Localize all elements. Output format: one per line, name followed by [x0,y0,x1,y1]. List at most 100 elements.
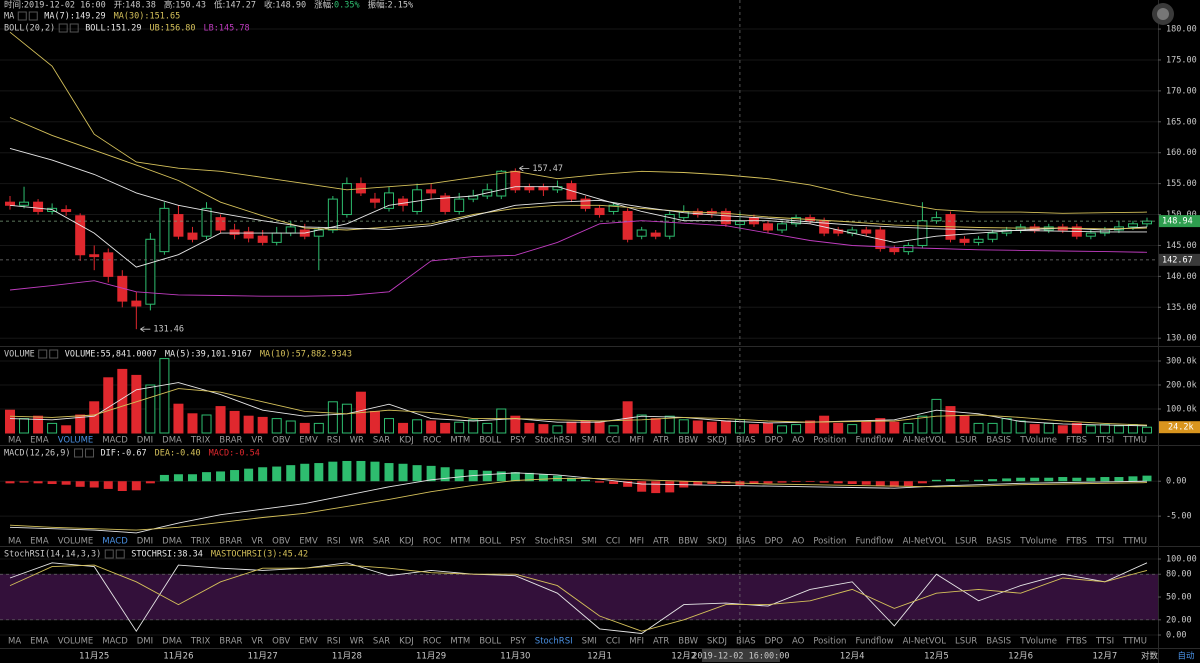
indicator-tab[interactable]: FTBS [1066,637,1087,647]
indicator-tab[interactable]: MA [8,436,21,446]
indicator-tab[interactable]: MTM [450,537,470,547]
indicator-tab[interactable]: OBV [272,537,290,547]
indicator-tab[interactable]: ATR [653,436,669,446]
indicator-tab[interactable]: Fundflow [855,537,893,547]
indicator-tab[interactable]: Fundflow [855,436,893,446]
indicator-tab[interactable]: CCI [606,637,620,647]
indicator-tab[interactable]: VR [251,537,263,547]
indicator-tab[interactable]: WR [350,436,364,446]
indicator-tab[interactable]: SKDJ [707,537,727,547]
indicator-tab[interactable]: AI-NetVOL [903,637,947,647]
indicator-tab[interactable]: BRAR [219,637,242,647]
legend-button[interactable] [104,549,114,559]
indicator-tab[interactable]: BIAS [736,537,756,547]
indicator-tab[interactable]: TTMU [1122,436,1147,446]
indicator-tab[interactable]: BOLL [479,436,501,446]
indicator-tab[interactable]: VOLUME [58,537,94,547]
legend-button[interactable] [74,448,84,458]
indicator-tab[interactable]: TVolume [1019,436,1057,446]
indicator-tab[interactable]: KDJ [399,436,414,446]
indicator-tab[interactable]: TTMU [1122,537,1147,547]
indicator-tab[interactable]: Position [813,537,846,547]
indicator-tab[interactable]: SAR [373,537,390,547]
legend-button[interactable] [17,11,27,21]
indicator-tab[interactable]: EMA [30,436,49,446]
indicator-tab[interactable]: DMI [137,637,153,647]
indicator-tab[interactable]: EMV [299,637,318,647]
legend-button[interactable] [69,23,79,33]
indicator-tab[interactable]: DPO [765,436,784,446]
indicator-tab[interactable]: BASIS [986,436,1011,446]
indicator-tab[interactable]: MA [8,537,21,547]
indicator-tab[interactable]: MTM [450,436,470,446]
indicator-tab[interactable]: MFI [629,537,644,547]
indicator-tab[interactable]: DMA [162,436,182,446]
indicator-tab[interactable]: LSUR [955,637,977,647]
indicator-tab[interactable]: TVolume [1019,637,1057,647]
indicator-tab[interactable]: SAR [373,637,390,647]
indicator-tab[interactable]: ATR [653,537,669,547]
indicator-tab[interactable]: StochRSI [535,637,573,647]
indicator-tab[interactable]: MACD [102,637,128,647]
indicator-tab[interactable]: TTSI [1095,436,1114,446]
indicator-tab[interactable]: ROC [423,637,442,647]
indicator-tab[interactable]: BASIS [986,637,1011,647]
indicator-tab[interactable]: VOLUME [58,436,94,446]
indicator-tab[interactable]: SMI [582,436,597,446]
indicator-tab[interactable]: DMA [162,637,182,647]
indicator-tab[interactable]: SAR [373,436,390,446]
indicator-tab[interactable]: MACD [102,436,128,446]
indicator-tab[interactable]: AO [792,537,805,547]
indicator-tab[interactable]: DMI [137,537,153,547]
indicator-tab[interactable]: WR [350,637,364,647]
indicator-tab[interactable]: TVolume [1019,537,1057,547]
indicator-tab[interactable]: Position [813,436,846,446]
indicator-tab[interactable]: BBW [678,436,698,446]
indicator-tab[interactable]: TRIX [190,436,211,446]
indicator-tab[interactable]: DPO [765,537,784,547]
indicator-tab[interactable]: TTSI [1095,637,1114,647]
indicator-tab[interactable]: TTMU [1122,637,1147,647]
indicator-tab[interactable]: Position [813,637,846,647]
indicator-tab[interactable]: DMA [162,537,182,547]
indicator-tab[interactable]: ROC [423,537,442,547]
indicator-tab[interactable]: MTM [450,637,470,647]
indicator-tab[interactable]: EMV [299,436,318,446]
indicator-tab[interactable]: LSUR [955,537,977,547]
indicator-tab[interactable]: TTSI [1095,537,1114,547]
indicator-tab[interactable]: CCI [606,436,620,446]
legend-button[interactable] [58,23,68,33]
indicator-tab[interactable]: OBV [272,436,290,446]
indicator-tab[interactable]: DMI [137,436,153,446]
indicator-tab[interactable]: ROC [423,436,442,446]
indicator-tab[interactable]: MFI [629,637,644,647]
indicator-tab[interactable]: SMI [582,537,597,547]
indicator-tab[interactable]: StochRSI [535,436,573,446]
legend-button[interactable] [28,11,38,21]
indicator-tab[interactable]: EMA [30,537,49,547]
indicator-tab[interactable]: WR [350,537,364,547]
indicator-tab[interactable]: KDJ [399,537,414,547]
indicator-tab[interactable]: BBW [678,637,698,647]
indicator-tab[interactable]: StochRSI [535,537,573,547]
legend-button[interactable] [49,349,59,359]
log-toggle[interactable]: 对数 [1141,651,1159,662]
indicator-tab[interactable]: BOLL [479,637,501,647]
legend-button[interactable] [38,349,48,359]
indicator-tab[interactable]: AO [792,637,805,647]
indicator-tab[interactable]: BIAS [736,637,756,647]
indicator-tab[interactable]: BBW [678,537,698,547]
indicator-tab[interactable]: SKDJ [707,436,727,446]
indicator-tab[interactable]: BASIS [986,537,1011,547]
indicator-tab[interactable]: KDJ [399,637,414,647]
legend-button[interactable] [115,549,125,559]
indicator-tab[interactable]: SKDJ [707,637,727,647]
indicator-tab[interactable]: VR [251,436,263,446]
indicator-tab[interactable]: CCI [606,537,620,547]
indicator-tab[interactable]: BOLL [479,537,501,547]
indicator-tab[interactable]: ATR [653,637,669,647]
legend-button[interactable] [85,448,95,458]
indicator-tab[interactable]: EMV [299,537,318,547]
indicator-tab[interactable]: SMI [582,637,597,647]
indicator-tab[interactable]: FTBS [1066,436,1087,446]
